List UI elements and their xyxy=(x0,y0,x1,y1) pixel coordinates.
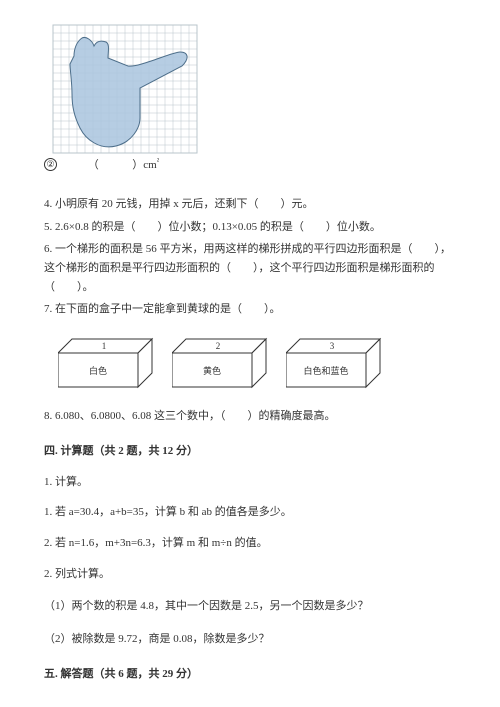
s4-q2-2: （2）被除数是 9.72，商是 0.08，除数是多少？ xyxy=(44,630,456,649)
svg-text:2: 2 xyxy=(216,341,221,351)
figure-caption-row: ② （ ）cm² xyxy=(44,155,456,175)
s4-q2-head: 2. 列式计算。 xyxy=(44,565,456,584)
question-6: 6. 一个梯形的面积是 56 平方米，用两这样的梯形拼成的平行四边形面积是（ ）… xyxy=(44,240,456,296)
question-8: 8. 6.080、6.0800、6.08 这三个数中，（ ）的精确度最高。 xyxy=(44,407,456,426)
s4-q1-1: 1. 若 a=30.4，a+b=35，计算 b 和 ab 的值各是多少。 xyxy=(44,503,456,522)
svg-text:1: 1 xyxy=(102,341,107,351)
box-3: 3 白色和蓝色 xyxy=(286,337,374,385)
s4-q1-head: 1. 计算。 xyxy=(44,473,456,492)
question-block: 4. 小明原有 20 元钱，用掉 x 元后，还剩下（ ）元。 5. 2.6×0.… xyxy=(44,195,456,319)
question-7: 7. 在下面的盒子中一定能拿到黄球的是（ ）。 xyxy=(44,300,456,319)
section-5-title: 五. 解答题（共 6 题，共 29 分） xyxy=(44,665,456,684)
svg-text:白色: 白色 xyxy=(89,365,107,376)
circled-number: ② xyxy=(44,158,57,171)
question-5: 5. 2.6×0.8 的积是（ ）位小数；0.13×0.05 的积是（ ）位小数… xyxy=(44,218,456,237)
svg-text:3: 3 xyxy=(330,341,335,351)
s4-q2-1: （1）两个数的积是 4.8，其中一个因数是 2.5，另一个因数是多少？ xyxy=(44,597,456,616)
box-1: 1 白色 xyxy=(58,337,146,385)
figure-row xyxy=(44,18,456,171)
question-4: 4. 小明原有 20 元钱，用掉 x 元后，还剩下（ ）元。 xyxy=(44,195,456,214)
boxes-row: 1 白色 2 黄色 3 白色和蓝色 xyxy=(58,337,456,385)
box-2: 2 黄色 xyxy=(172,337,260,385)
figure-caption: （ ）cm² xyxy=(64,159,159,187)
grid-shape-svg xyxy=(52,24,200,156)
svg-text:黄色: 黄色 xyxy=(203,365,221,376)
s4-q1-2: 2. 若 n=1.6，m+3n=6.3，计算 m 和 m÷n 的值。 xyxy=(44,534,456,553)
section-4-title: 四. 计算题（共 2 题，共 12 分） xyxy=(44,442,456,461)
svg-text:白色和蓝色: 白色和蓝色 xyxy=(303,365,348,376)
grid-figure xyxy=(52,24,200,163)
